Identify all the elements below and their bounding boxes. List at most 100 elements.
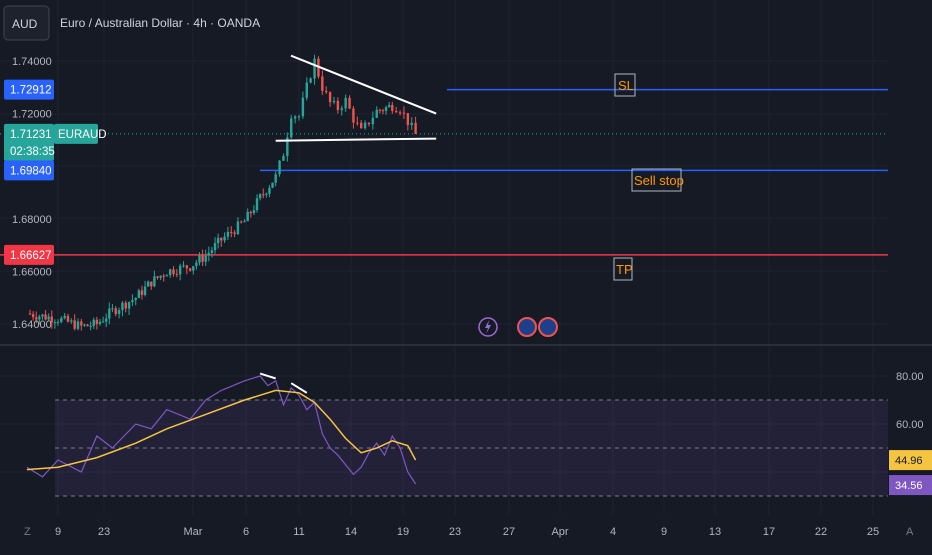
candle-body xyxy=(76,321,80,329)
candle-body xyxy=(394,110,398,113)
eu-flag-icon[interactable] xyxy=(517,317,537,337)
rsi-ma-value-label: 44.96 xyxy=(895,455,923,467)
candle-body xyxy=(38,316,41,320)
rsi-divergence-line[interactable] xyxy=(259,372,276,380)
candle-body xyxy=(165,275,169,277)
candle-body xyxy=(28,313,32,315)
candle-body xyxy=(297,116,301,118)
candle-body xyxy=(31,314,35,318)
time-tick-label: 19 xyxy=(397,526,409,538)
candle-body xyxy=(258,194,262,199)
candle-body xyxy=(156,276,159,278)
price-tick-label: 1.64000 xyxy=(12,319,52,331)
candle-body xyxy=(131,300,134,303)
annotation-boxes[interactable]: SL Sell stop TP xyxy=(613,73,684,281)
candle-body xyxy=(262,194,265,196)
time-tick-label: Mar xyxy=(184,526,203,538)
candle-body xyxy=(89,325,92,327)
sl-price-text: 1.72912 xyxy=(10,85,52,97)
time-tick-label: 23 xyxy=(98,526,110,538)
candle-body xyxy=(172,269,175,275)
time-tick-label: 23 xyxy=(449,526,461,538)
candle-body xyxy=(332,100,336,103)
rsi-divergence-line[interactable] xyxy=(290,382,308,394)
candle-body xyxy=(255,198,259,211)
time-tick-label: 4 xyxy=(610,526,616,538)
triangle-lower-trendline[interactable] xyxy=(275,137,437,142)
candle-body xyxy=(80,321,83,326)
candle-body xyxy=(137,290,141,299)
candle-body xyxy=(111,308,114,310)
candle-body xyxy=(159,275,162,278)
candle-body xyxy=(286,137,289,156)
candle-body xyxy=(240,221,243,223)
candle-body xyxy=(223,236,226,241)
candle-body xyxy=(226,231,230,237)
tp-price-text: 1.66627 xyxy=(10,250,52,262)
time-tick-label: Apr xyxy=(551,526,568,538)
sl-box[interactable] xyxy=(614,73,636,97)
sell-stop-label: Sell stop xyxy=(634,173,684,188)
currency-badge-label: AUD xyxy=(12,17,38,31)
sl-price-tag xyxy=(4,79,54,100)
auto-scale-a-button[interactable]: A xyxy=(906,526,914,538)
candle-body xyxy=(375,109,378,118)
time-tick-label: 13 xyxy=(709,526,721,538)
candle-body xyxy=(56,322,60,324)
candle-body xyxy=(381,110,385,112)
candle-body xyxy=(340,108,343,111)
tp-box[interactable] xyxy=(613,257,633,281)
candle-body xyxy=(293,116,297,119)
candle-body xyxy=(117,310,121,314)
symbol-text: EURAUD xyxy=(58,129,107,141)
candle-body xyxy=(236,221,240,235)
candles xyxy=(28,54,417,331)
rsi-line xyxy=(26,375,417,485)
price-tick-label: 1.66000 xyxy=(12,266,52,278)
candle-body xyxy=(406,113,410,125)
candle-body xyxy=(371,117,375,125)
candle-body xyxy=(178,265,182,275)
candle-body xyxy=(321,76,324,91)
price-axis[interactable]: 1.74000 1.72000 1.68000 1.66000 1.64000 80.00… xyxy=(12,56,932,496)
triangle-pattern[interactable] xyxy=(275,54,437,142)
candle-body xyxy=(278,160,281,175)
candle-body xyxy=(86,324,89,327)
time-axis[interactable]: 9 23 Mar 6 11 14 19 23 27 Apr 4 9 13 17 22 25 xyxy=(55,526,879,538)
candle-body xyxy=(367,122,371,125)
candle-body xyxy=(63,315,66,319)
time-tick-label: 27 xyxy=(503,526,515,538)
rsi-ma-line xyxy=(26,389,417,471)
rsi-panel xyxy=(26,372,888,497)
lightning-icon[interactable] xyxy=(478,317,498,337)
candle-body xyxy=(127,302,131,309)
candle-body xyxy=(195,262,198,267)
candle-body xyxy=(98,321,102,325)
candle-body xyxy=(101,321,105,323)
candle-body xyxy=(73,320,76,329)
candle-body xyxy=(95,319,99,325)
price-tick-label: 1.74000 xyxy=(12,56,52,68)
candle-body xyxy=(150,281,153,287)
candle-body xyxy=(359,122,363,129)
candle-body xyxy=(92,319,95,326)
time-tick-label: 11 xyxy=(293,526,304,538)
zoom-z-button[interactable]: Z xyxy=(24,526,31,538)
eu-flag-icon[interactable] xyxy=(538,317,558,337)
candle-body xyxy=(185,265,189,269)
time-tick-label: 9 xyxy=(661,526,667,538)
candle-body xyxy=(143,286,147,296)
event-icons[interactable] xyxy=(478,317,558,337)
currency-badge[interactable] xyxy=(3,5,50,41)
candle-body xyxy=(398,112,402,114)
candle-body xyxy=(391,105,394,111)
candle-body xyxy=(35,317,38,320)
candle-body xyxy=(384,107,388,111)
candle-body xyxy=(114,308,117,314)
candle-body xyxy=(207,252,211,256)
triangle-upper-trendline[interactable] xyxy=(290,54,437,115)
candle-body xyxy=(50,316,53,323)
sell-stop-box[interactable] xyxy=(631,168,682,192)
